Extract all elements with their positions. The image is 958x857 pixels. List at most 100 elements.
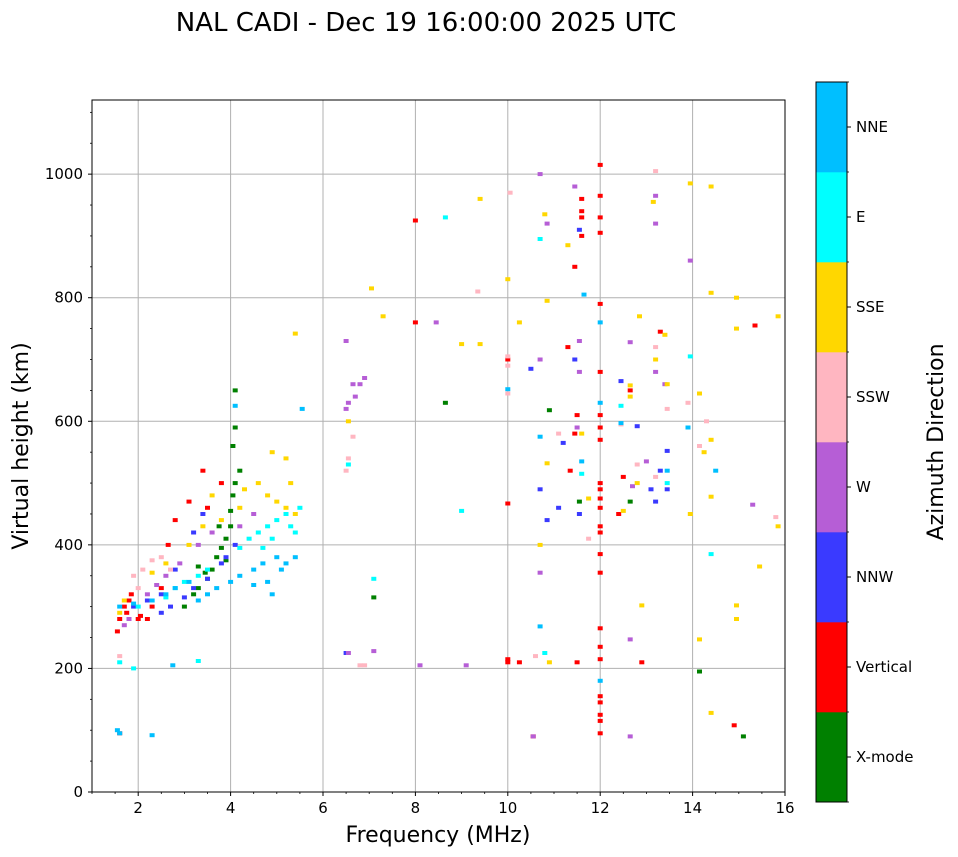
data-point [542, 651, 548, 655]
colorbar-tick-label: Vertical [856, 658, 912, 676]
data-point [597, 712, 603, 717]
data-point [537, 357, 543, 362]
x-axis-label: Frequency (MHz) [346, 823, 531, 848]
colorbar-segment [816, 172, 847, 263]
data-point [168, 567, 173, 572]
data-point [505, 660, 511, 665]
colorbar-tick-label: W [856, 478, 871, 496]
data-point [505, 657, 511, 662]
data-point [685, 400, 691, 405]
data-point [232, 403, 238, 408]
x-tick-label: 10 [498, 799, 517, 817]
data-point [505, 277, 511, 282]
data-point [775, 314, 781, 319]
data-point [708, 290, 714, 295]
data-point [653, 221, 659, 226]
data-point [357, 663, 363, 668]
data-point [597, 694, 603, 699]
data-point [158, 586, 164, 591]
colorbar-segment [816, 622, 847, 713]
data-point [345, 400, 351, 405]
data-point [371, 595, 377, 600]
data-point [218, 561, 224, 566]
data-point [537, 570, 543, 575]
data-point [186, 579, 192, 584]
data-point [114, 629, 120, 634]
data-point [283, 512, 289, 516]
data-point [251, 567, 257, 572]
data-point [620, 508, 626, 513]
data-point [278, 567, 284, 572]
data-point [597, 481, 603, 486]
data-point [149, 558, 155, 563]
data-point [597, 320, 603, 325]
data-point [117, 731, 123, 736]
data-point [653, 169, 659, 174]
data-point [597, 400, 603, 405]
data-point [131, 604, 137, 609]
data-point [114, 728, 120, 733]
data-point [664, 448, 670, 453]
data-point [597, 425, 603, 430]
data-point [572, 264, 578, 269]
data-point [299, 406, 305, 411]
data-point [574, 660, 580, 665]
data-point [708, 552, 714, 557]
data-point [214, 586, 220, 591]
data-point [352, 394, 358, 399]
colorbar: X-mode Vertical NNW W SSW SSE E NNE [815, 81, 913, 803]
data-point [653, 193, 659, 198]
data-point [200, 468, 206, 473]
data-point [597, 301, 603, 306]
data-point [292, 331, 298, 336]
data-point [657, 468, 663, 473]
data-point [537, 172, 543, 177]
y-axis-ticks: 0 200 400 600 800 1000 [45, 111, 92, 801]
data-point [149, 598, 155, 603]
y-tick-label: 1000 [45, 165, 83, 183]
data-point [579, 215, 585, 220]
data-point [731, 723, 737, 728]
data-point [597, 524, 603, 529]
data-point [687, 258, 693, 263]
data-point [232, 481, 238, 486]
data-point [597, 678, 603, 683]
data-point [627, 383, 633, 388]
data-point [579, 209, 585, 214]
series-vertical [114, 162, 758, 739]
data-point [228, 524, 234, 529]
data-point [144, 598, 150, 603]
data-point [223, 555, 229, 560]
data-point [574, 413, 580, 418]
data-point [664, 481, 670, 486]
data-point [121, 604, 127, 609]
data-point [630, 484, 635, 489]
data-point [740, 734, 746, 739]
data-point [597, 369, 603, 374]
data-point [537, 624, 543, 629]
data-point [216, 524, 222, 529]
data-point [442, 215, 448, 220]
data-point [144, 592, 150, 597]
colorbar-label: Azimuth Direction [924, 343, 949, 540]
data-point [128, 592, 134, 597]
data-point [516, 320, 522, 325]
data-point [269, 450, 275, 455]
x-tick-label: 12 [591, 799, 610, 817]
data-point [191, 586, 197, 591]
data-point [597, 215, 603, 220]
y-tick-label: 800 [54, 289, 83, 307]
data-point [546, 408, 552, 413]
data-point [149, 733, 155, 738]
data-point [172, 586, 178, 591]
data-point [648, 487, 654, 492]
data-points [114, 162, 781, 739]
data-point [288, 524, 294, 529]
data-point [232, 388, 238, 393]
data-point [775, 524, 781, 529]
data-point [135, 586, 141, 591]
data-point [292, 555, 298, 560]
colorbar-tick-label: SSE [856, 298, 885, 316]
data-point [154, 583, 160, 587]
